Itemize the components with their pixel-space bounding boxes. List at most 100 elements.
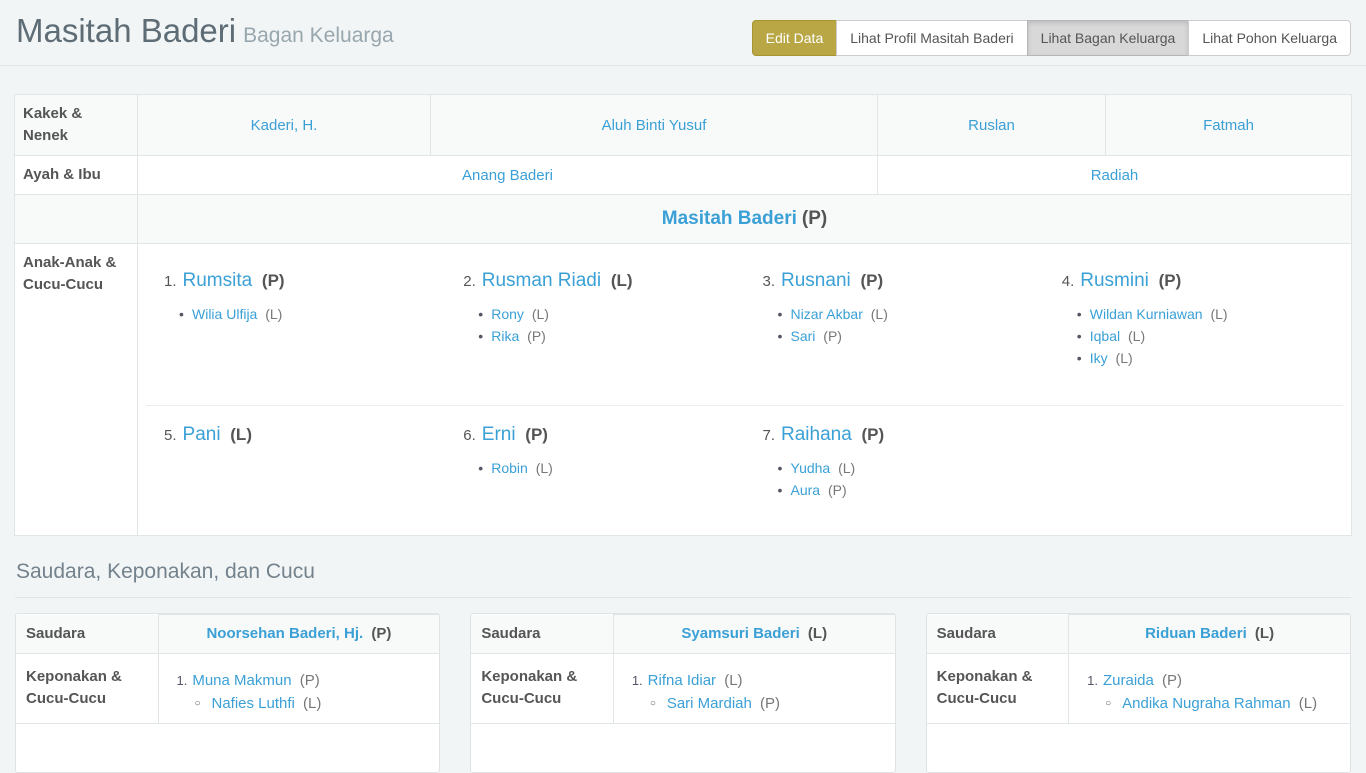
nephews-cell: 1.Rifna Idiar (L) Sari Mardiah (P) (612, 652, 895, 724)
grandparent-cell: Fatmah (1105, 94, 1352, 156)
person-link-grandchild[interactable]: Iqbal (1089, 328, 1121, 344)
child-block: 3.Rusnani (P)Nizar Akbar (L)Sari (P) (745, 260, 1044, 369)
sibling-label: Saudara (16, 614, 159, 654)
nephews-label: Keponakan & Cucu-Cucu (926, 652, 1070, 724)
person-link-nephew[interactable]: Zuraida (1103, 671, 1154, 689)
nephew-children-list: Andika Nugraha Rahman (L) (1087, 692, 1340, 715)
child-title: 7. Raihana (P) (763, 424, 1030, 446)
nephew-gender: (P) (1157, 671, 1183, 689)
sibling-name-row: Saudara Syamsuri Baderi (L) (471, 614, 895, 654)
person-link-child[interactable]: Rumsita (182, 270, 253, 291)
child-gender: (P) (520, 425, 548, 444)
person-link-child[interactable]: Pani (182, 424, 221, 445)
children-grid-row: 5. Pani (L) 6. Erni (P) Robin (L) 7. Raihana (… (146, 405, 1343, 527)
grandchildren-list: Wildan Kurniawan (L)Iqbal (L)Iky (L) (1062, 303, 1329, 369)
person-link-grandchild[interactable]: Iky (1089, 350, 1108, 366)
person-link-self[interactable]: Masitah Baderi (661, 208, 797, 229)
sibling-card: Saudara Noorsehan Baderi, Hj. (P) Keponaka… (15, 613, 441, 773)
person-link-grandchild[interactable]: Rony (491, 306, 524, 322)
nephew-child-item: Nafies Luthfi (L) (195, 692, 430, 715)
grandchild-gender: (L) (261, 306, 283, 322)
person-link-nephew[interactable]: Muna Makmun (192, 671, 292, 689)
person-link-nephew[interactable]: Rifna Idiar (647, 671, 717, 689)
child-gender: (L) (225, 425, 252, 444)
sibling-label: Saudara (471, 614, 614, 654)
section-divider (15, 597, 1351, 598)
child-number: 3. (762, 273, 776, 290)
sibling-name-cell: Noorsehan Baderi, Hj. (P) (157, 614, 440, 654)
person-link-grandchild[interactable]: Aura (790, 482, 821, 498)
person-link-grandchild[interactable]: Yudha (790, 460, 831, 476)
nephews-cell: 1.Muna Makmun (P)Nafies Luthfi (L) (157, 652, 440, 724)
grandchildren-list: Wilia Ulfija (L) (164, 303, 431, 325)
person-link-child[interactable]: Erni (481, 424, 516, 445)
grandparent-cell: Ruslan (877, 94, 1106, 156)
grandchild-gender: (L) (1111, 350, 1133, 366)
grandchild-item: Sari (P) (778, 325, 1030, 347)
grandparents-label: Kakek & Nenek (14, 94, 138, 156)
children-cell: 1. Rumsita (P) Wilia Ulfija (L) 2. Rusman Ri… (137, 243, 1352, 536)
grandchild-item: Aura (P) (778, 479, 1030, 501)
child-gender: (L) (606, 271, 633, 290)
sibling-cards: Saudara Noorsehan Baderi, Hj. (P) Keponaka… (15, 613, 1351, 773)
person-link-nephew-child[interactable]: Andika Nugraha Rahman (1122, 694, 1291, 712)
person-link-grandmother-maternal[interactable]: Fatmah (1203, 116, 1254, 134)
nephew-number: 1. (1087, 672, 1098, 688)
toolbar-button-lihat-bagan-keluarga[interactable]: Lihat Bagan Keluarga (1026, 20, 1190, 56)
grandchild-gender: (P) (824, 482, 847, 498)
grandparent-cell: Kaderi, H. (137, 94, 431, 156)
nephews-cell: 1. Zuraida (P) Andika Nugraha Rahman (L) (1068, 652, 1350, 724)
child-title: 2. Rusman Riadi (L) (463, 270, 730, 292)
person-link-child[interactable]: Rusman Riadi (481, 270, 602, 291)
person-link-grandchild[interactable]: Sari (790, 328, 816, 344)
toolbar-button-edit-data[interactable]: Edit Data (751, 20, 838, 56)
person-link-grandfather-paternal[interactable]: Kaderi, H. (250, 116, 318, 134)
toolbar-button-lihat-profil-masitah-baderi[interactable]: Lihat Profil Masitah Baderi (836, 20, 1028, 56)
person-link-mother[interactable]: Radiah (1090, 166, 1139, 184)
nephew-child-item: Andika Nugraha Rahman (L) (1105, 692, 1340, 715)
child-title: 5. Pani (L) (164, 424, 431, 446)
parent-cell: Anang Baderi (137, 155, 878, 195)
child-title: 1. Rumsita (P) (164, 270, 431, 292)
person-link-grandchild[interactable]: Nizar Akbar (790, 306, 863, 322)
person-link-grandchild[interactable]: Rika (491, 328, 520, 344)
child-number: 5. (164, 427, 177, 444)
sibling-name-row: Saudara Noorsehan Baderi, Hj. (P) (16, 614, 440, 654)
person-link-grandmother-paternal[interactable]: Aluh Binti Yusuf (601, 116, 707, 134)
nephew-child-gender: (L) (1294, 694, 1318, 712)
grandchild-item: Iky (L) (1077, 347, 1329, 369)
child-gender: (P) (856, 425, 885, 444)
child-title: 4. Rusmini (P) (1062, 270, 1329, 292)
parent-cell: Radiah (877, 155, 1352, 195)
sibling-name-row: Saudara Riduan Baderi (L) (926, 614, 1350, 654)
person-link-sibling[interactable]: Noorsehan Baderi, Hj. (206, 625, 364, 643)
siblings-section-heading: Saudara, Keponakan, dan Cucu (16, 560, 315, 583)
person-link-child[interactable]: Rusnani (781, 270, 851, 291)
empty-label-cell (14, 194, 138, 244)
person-link-grandchild[interactable]: Wildan Kurniawan (1089, 306, 1203, 322)
person-link-grandfather-maternal[interactable]: Ruslan (968, 116, 1015, 134)
person-link-sibling[interactable]: Syamsuri Baderi (681, 625, 800, 643)
person-link-father[interactable]: Anang Baderi (462, 166, 553, 184)
child-number: 2. (463, 273, 476, 290)
toolbar-button-lihat-pohon-keluarga[interactable]: Lihat Pohon Keluarga (1188, 20, 1351, 56)
sibling-card-table: Saudara Riduan Baderi (L) Keponakan & Cucu… (926, 614, 1350, 724)
nephew-child-gender: (L) (298, 694, 322, 712)
nephews-list: 1. Zuraida (P) Andika Nugraha Rahman (L) (1079, 669, 1340, 715)
person-link-child[interactable]: Raihana (781, 424, 852, 445)
nephew-item: 1. Zuraida (P) Andika Nugraha Rahman (L) (1087, 669, 1340, 715)
grandchild-gender: (L) (1206, 306, 1228, 322)
person-link-grandchild[interactable]: Wilia Ulfija (192, 306, 258, 322)
nephew-number: 1. (176, 672, 188, 688)
page-title-wrap: Masitah Baderi Bagan Keluarga (16, 12, 394, 50)
person-link-grandchild[interactable]: Robin (491, 460, 528, 476)
person-link-child[interactable]: Rusmini (1080, 270, 1149, 291)
person-link-nephew-child[interactable]: Nafies Luthfi (211, 694, 295, 712)
children-label: Anak-Anak & Cucu-Cucu (14, 243, 138, 536)
person-link-sibling[interactable]: Riduan Baderi (1145, 625, 1247, 643)
nephew-item: 1.Muna Makmun (P)Nafies Luthfi (L) (177, 669, 430, 715)
grandchild-gender: (L) (527, 306, 549, 322)
nephew-item: 1.Rifna Idiar (L) Sari Mardiah (P) (632, 669, 885, 715)
grandchild-gender: (L) (1124, 328, 1146, 344)
person-link-nephew-child[interactable]: Sari Mardiah (666, 694, 752, 712)
